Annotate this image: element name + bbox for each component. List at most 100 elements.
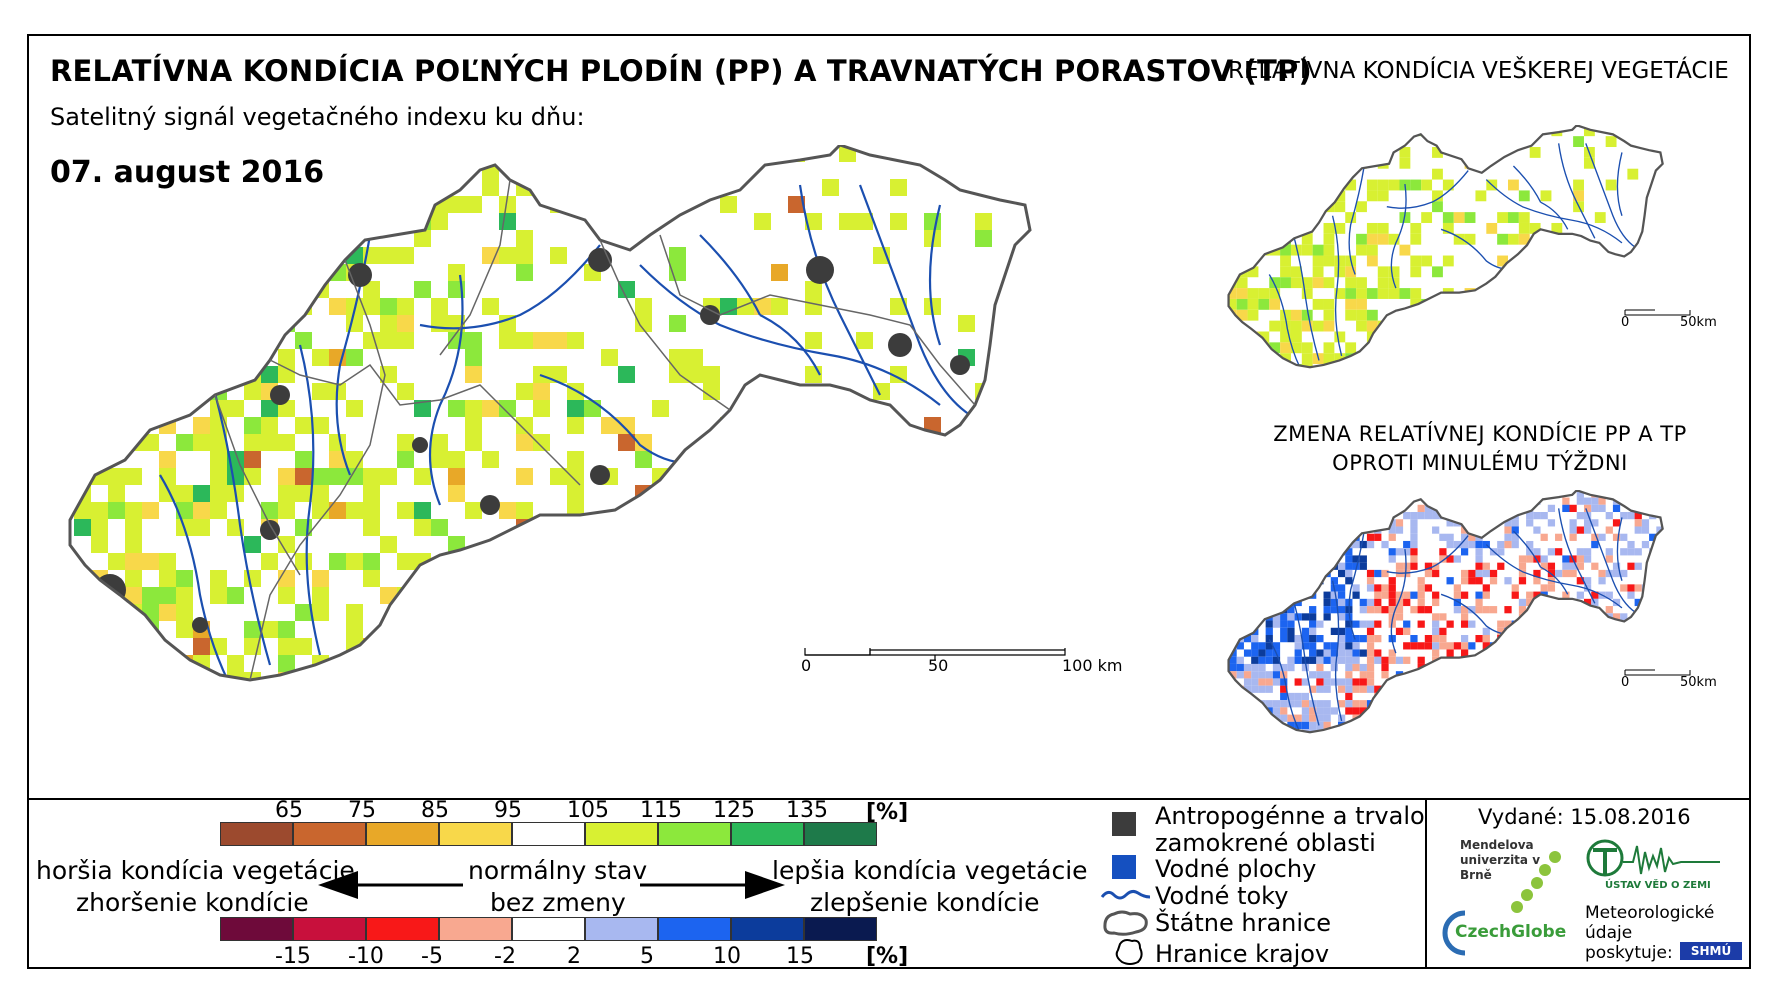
vegetation-pixel	[1247, 233, 1259, 245]
condition-pixel	[363, 502, 380, 519]
condition-pixel	[618, 162, 635, 179]
change-pixel	[1352, 642, 1360, 650]
condition-pixel	[482, 587, 499, 604]
change-pixel	[1518, 656, 1527, 664]
change-pixel	[1388, 707, 1396, 715]
condition-pixel	[397, 315, 414, 332]
change-pixel	[1620, 700, 1628, 708]
vegetation-pixel	[1215, 277, 1226, 288]
change-pixel	[1548, 736, 1555, 743]
main-scale-bar	[804, 648, 1066, 660]
change-pixel	[1432, 591, 1440, 599]
change-pixel	[1236, 729, 1244, 733]
change-pixel	[1489, 656, 1498, 664]
change-pixel	[1482, 569, 1490, 578]
vegetation-pixel	[1258, 364, 1270, 368]
change-pixel	[1243, 685, 1252, 693]
mendel-logo-text: Mendelova univerzita v Brně	[1460, 838, 1541, 882]
shmu-logo: SHMÚ	[1680, 942, 1742, 960]
change-unit: [%]	[866, 944, 909, 969]
condition-pixel	[550, 332, 567, 349]
change-pixel	[1432, 598, 1440, 607]
change-pixel	[1258, 591, 1266, 599]
vegetation-pixel	[1366, 255, 1378, 267]
condition-pixel	[822, 400, 839, 417]
vegetation-pixel	[1269, 320, 1281, 332]
vegetation-pixel	[1366, 233, 1378, 245]
condition-pixel	[142, 553, 159, 570]
change-pixel	[1309, 606, 1317, 614]
change-pixel	[1649, 504, 1657, 513]
change-pixel	[1656, 700, 1663, 708]
condition-pixel	[414, 145, 431, 162]
change-pixel	[1504, 736, 1511, 743]
condition-pixel	[363, 281, 380, 298]
change-pixel	[1569, 663, 1577, 672]
change-pixel	[1395, 627, 1404, 635]
change-pixel	[1309, 512, 1317, 520]
change-pixel	[1359, 497, 1367, 505]
change-pixel	[1562, 692, 1570, 701]
condition-pixel	[720, 298, 737, 315]
condition-pixel	[465, 689, 482, 706]
vegetation-pixel	[1228, 331, 1237, 343]
condition-pixel	[363, 553, 380, 570]
change-pixel	[1518, 627, 1527, 635]
change-pixel	[1359, 671, 1367, 679]
change-pixel	[1569, 569, 1577, 578]
change-pixel	[1583, 692, 1592, 701]
change-pixel	[1301, 548, 1310, 556]
change-pixel	[1460, 642, 1469, 650]
change-pixel	[1287, 497, 1295, 505]
condition-pixel	[805, 213, 822, 230]
condition-pixel	[91, 264, 108, 281]
condition-pixel	[618, 434, 635, 451]
condition-pixel	[176, 672, 193, 680]
change-tick-5: 5	[640, 944, 654, 969]
change-pixel	[1533, 700, 1541, 708]
change-pixel	[1388, 721, 1396, 730]
condition-pixel	[312, 349, 329, 366]
condition-pixel	[329, 298, 346, 315]
river-line	[1485, 179, 1623, 244]
condition-swatch-0	[220, 822, 293, 846]
change-pixel	[1395, 497, 1404, 505]
condition-pixel	[329, 502, 346, 519]
change-pixel	[1576, 656, 1584, 664]
change-pixel	[1330, 642, 1338, 650]
condition-pixel	[380, 655, 397, 672]
change-pixel	[1374, 598, 1382, 607]
change-pixel	[1301, 678, 1310, 686]
condition-pixel	[805, 587, 822, 604]
vegetation-pixel	[1356, 277, 1367, 289]
change-pixel	[1330, 606, 1338, 614]
vegetation-pixel	[1269, 168, 1281, 180]
vegetation-pixel	[1258, 222, 1270, 234]
vegetation-pixel	[1215, 212, 1226, 223]
vegetation-pixel	[1228, 233, 1237, 245]
condition-pixel	[788, 196, 805, 213]
change-pixel	[1547, 685, 1556, 693]
condition-pixel	[822, 570, 839, 587]
change-pixel	[1591, 533, 1599, 541]
change-pixel	[1620, 707, 1628, 715]
condition-pixel	[159, 689, 176, 706]
vegetation-pixel	[1334, 201, 1346, 213]
vegetation-pixel	[1228, 168, 1237, 180]
condition-pixel	[244, 179, 261, 196]
condition-pixel	[1009, 145, 1026, 162]
change-pixel	[1316, 620, 1324, 628]
condition-pixel	[227, 264, 244, 281]
change-pixel	[1395, 606, 1404, 614]
change-pixel	[1576, 512, 1584, 520]
condition-pixel	[227, 587, 244, 604]
condition-pixel	[244, 230, 261, 247]
condition-pixel	[244, 298, 261, 315]
change-pixel	[1432, 562, 1440, 570]
change-pixel	[1598, 714, 1606, 722]
change-pixel	[1258, 642, 1266, 650]
condition-pixel	[40, 332, 57, 349]
condition-pixel	[91, 672, 108, 680]
condition-pixel	[516, 417, 533, 434]
change-pixel	[1547, 729, 1556, 733]
